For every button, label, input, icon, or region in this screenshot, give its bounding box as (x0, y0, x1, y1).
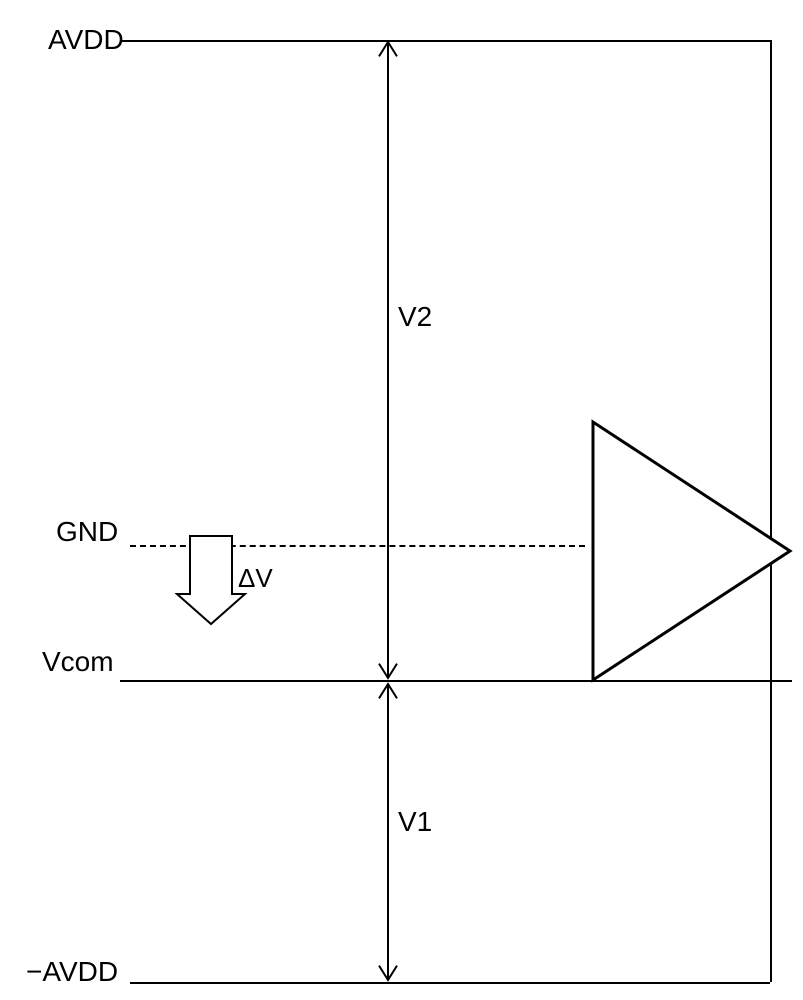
voltage-diagram: AVDD GND Vcom −AVDD V2 V1 ΔV (0, 0, 803, 1000)
amplifier-triangle (0, 0, 803, 1000)
v2-label: V2 (398, 301, 432, 333)
vcom-label: Vcom (42, 646, 114, 678)
v1-label: V1 (398, 806, 432, 838)
gnd-label: GND (56, 516, 118, 548)
amp-shape (593, 422, 790, 680)
delta-v-label: ΔV (238, 563, 273, 594)
neg-avdd-label: −AVDD (26, 956, 118, 988)
avdd-label: AVDD (48, 24, 124, 56)
